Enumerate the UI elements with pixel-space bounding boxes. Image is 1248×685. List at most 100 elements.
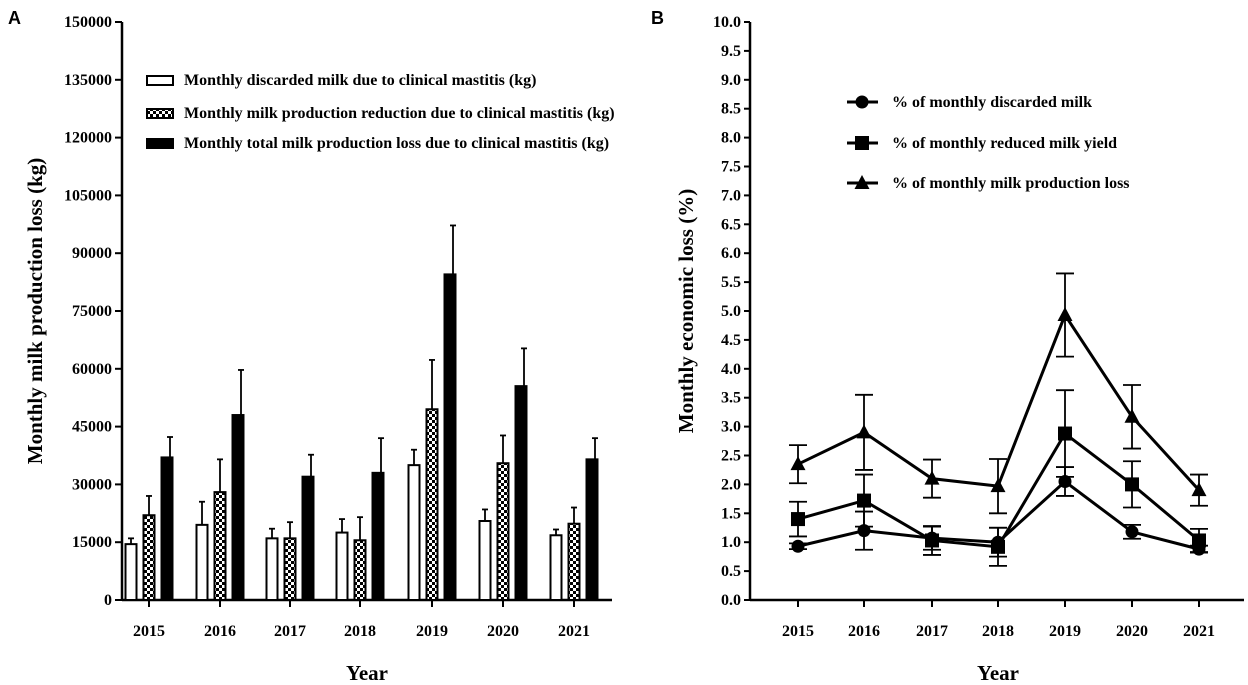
bar: [353, 539, 367, 601]
y-tick-label: 2.0: [721, 476, 741, 493]
bar: [407, 464, 421, 601]
data-point: [1057, 307, 1073, 322]
bar: [443, 273, 457, 601]
y-tick-label: 120000: [64, 130, 112, 147]
y-tick-label: 6.0: [721, 245, 741, 262]
panel-letter: A: [8, 8, 21, 28]
y-tick-label: 1.5: [721, 505, 741, 522]
bar: [335, 531, 349, 601]
bar: [160, 456, 174, 601]
y-tick-label: 90000: [72, 245, 112, 262]
y-axis-label: Monthly economic loss (%): [674, 189, 698, 433]
legend-label: Monthly discarded milk due to clinical m…: [184, 72, 536, 89]
y-tick-label: 135000: [64, 72, 112, 89]
panel-b: B 0.0 0.5 1.0 1.5 2.0 2.5 3.0 3.5 4.0 4.5 5.0 5.5 6.0…: [651, 8, 1244, 685]
y-tick-label: 30000: [72, 476, 112, 493]
x-tick-label: 2017: [916, 623, 948, 640]
legend-label: Monthly total milk production loss due t…: [184, 135, 609, 152]
x-axis-label: Year: [346, 661, 388, 685]
y-tick-label: 0.0: [721, 592, 741, 609]
legend-marker: [855, 136, 869, 150]
bar: [549, 534, 563, 601]
data-point: [791, 539, 805, 553]
x-tick-label: 2015: [782, 623, 814, 640]
bar: [425, 408, 439, 602]
y-tick-label: 15000: [72, 534, 112, 551]
y-tick-label: 4.5: [721, 332, 741, 349]
data-point: [856, 424, 872, 439]
x-axis-label: Year: [977, 661, 1019, 685]
data-point: [1124, 408, 1140, 423]
legend-marker: [854, 175, 870, 189]
legend-marker: [855, 95, 869, 109]
y-tick-label: 105000: [64, 187, 112, 204]
bar: [124, 543, 138, 601]
bar: [231, 414, 245, 602]
legend-label: % of monthly reduced milk yield: [892, 135, 1117, 152]
x-tick-label: 2021: [1183, 623, 1215, 640]
x-tick-label: 2016: [204, 623, 236, 640]
bar: [195, 523, 209, 601]
y-tick-label: 8.5: [721, 101, 741, 118]
bar: [478, 520, 492, 601]
y-tick-label: 3.5: [721, 390, 741, 407]
legend-swatch: [146, 108, 174, 119]
bar: [142, 514, 156, 602]
x-tick-label: 2019: [416, 623, 448, 640]
x-tick-label: 2020: [487, 623, 519, 640]
x-tick-label: 2018: [982, 623, 1014, 640]
x-tick-label: 2017: [274, 623, 306, 640]
y-tick-label: 150000: [64, 14, 112, 31]
legend-swatch: [146, 75, 174, 86]
data-point: [1058, 426, 1072, 441]
x-tick-label: 2020: [1116, 623, 1148, 640]
bar: [567, 522, 581, 601]
bar: [371, 471, 385, 601]
x-tick-label: 2018: [344, 623, 376, 640]
data-point: [990, 478, 1006, 493]
y-tick-label: 0.5: [721, 563, 741, 580]
y-tick-label: 0: [104, 592, 112, 609]
y-tick-label: 4.0: [721, 361, 741, 378]
y-tick-label: 10.0: [713, 14, 741, 31]
y-tick-label: 8.0: [721, 130, 741, 147]
data-point: [790, 456, 806, 471]
data-point: [924, 470, 940, 485]
y-tick-label: 45000: [72, 419, 112, 436]
data-point: [1125, 477, 1139, 492]
x-tick-label: 2021: [558, 623, 590, 640]
bar: [283, 537, 297, 602]
y-tick-label: 75000: [72, 303, 112, 320]
bar: [496, 462, 510, 601]
data-point: [991, 539, 1005, 554]
x-tick-label: 2015: [133, 623, 165, 640]
data-point: [857, 493, 871, 508]
panel-a: A 0 15000 30000 45000 60000 75000 90000 105000 12…: [8, 8, 615, 685]
y-tick-label: 6.5: [721, 216, 741, 233]
data-point: [1192, 533, 1206, 548]
y-tick-label: 2.5: [721, 448, 741, 465]
y-tick-label: 3.0: [721, 419, 741, 436]
x-tick-label: 2016: [848, 623, 880, 640]
legend-label: % of monthly milk production loss: [892, 175, 1130, 192]
y-tick-label: 9.5: [721, 43, 741, 60]
legend-label: Monthly milk production reduction due to…: [184, 105, 615, 122]
bar: [213, 491, 227, 601]
y-axis-label: Monthly milk production loss (kg): [23, 158, 47, 465]
y-tick-label: 5.0: [721, 303, 741, 320]
legend-swatch: [146, 138, 174, 149]
legend-label: % of monthly discarded milk: [892, 94, 1092, 111]
y-tick-label: 5.5: [721, 274, 741, 291]
bar: [301, 475, 315, 601]
x-tick-label: 2019: [1049, 623, 1081, 640]
bar: [265, 537, 279, 602]
y-tick-label: 7.5: [721, 159, 741, 176]
data-point: [1191, 482, 1207, 497]
y-tick-label: 7.0: [721, 187, 741, 204]
y-tick-label: 9.0: [721, 72, 741, 89]
data-point: [1125, 525, 1139, 539]
data-point: [791, 512, 805, 527]
y-tick-label: 1.0: [721, 534, 741, 551]
